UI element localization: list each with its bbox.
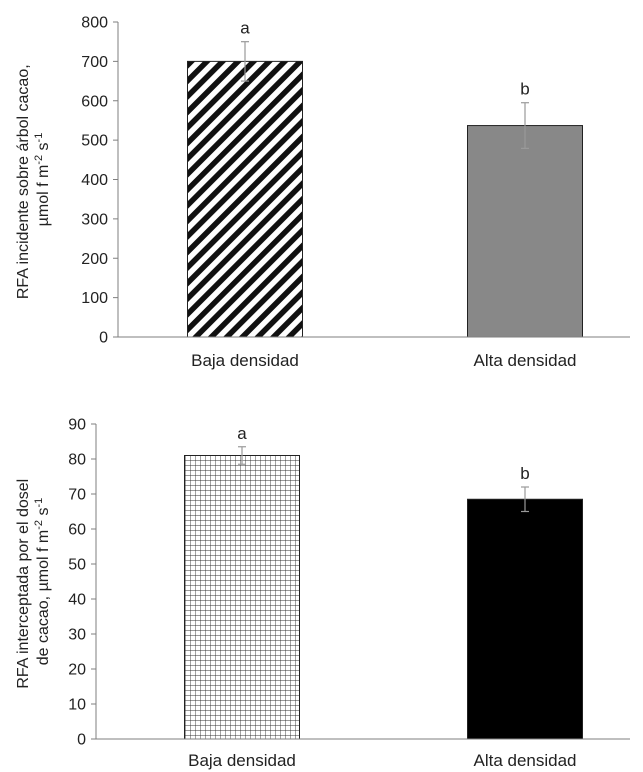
y-tick-label: 90 <box>68 417 86 434</box>
y-axis-label: RFA interceptada por el dosel de cacao, … <box>15 474 52 688</box>
y-tick-label: 10 <box>68 697 86 714</box>
y-tick-label: 0 <box>77 732 86 749</box>
bar-alta-densidad <box>467 125 583 338</box>
y-tick-label: 800 <box>81 15 108 32</box>
significance-letter: b <box>520 80 529 99</box>
y-axis-label-exponent-1: -2 <box>33 520 45 530</box>
y-tick-label: 0 <box>99 330 108 347</box>
y-axis-label-unit-2: s <box>35 508 52 520</box>
x-axis-categories: Baja densidad Alta densidad <box>188 751 576 770</box>
y-axis-label-line-1: RFA incidente sobre árbol cacao, <box>15 64 32 299</box>
y-axis-label-exponent-1: -2 <box>33 155 45 165</box>
bar-baja-densidad <box>187 60 303 338</box>
y-axis-label: RFA incidente sobre árbol cacao, µmol f … <box>15 60 52 299</box>
bar-baja-densidad <box>184 455 300 740</box>
y-axis-label-unit-2: s <box>35 142 52 154</box>
y-tick-label: 40 <box>68 592 86 609</box>
y-axis-label-line-2: µmol f m <box>35 165 52 227</box>
y-tick-label: 70 <box>68 487 86 504</box>
x-category-label: Alta densidad <box>473 751 576 770</box>
x-category-label: Alta densidad <box>473 351 576 370</box>
y-tick-label: 80 <box>68 452 86 469</box>
y-tick-label: 50 <box>68 557 86 574</box>
y-axis-label-exponent-2: -1 <box>33 498 45 508</box>
bar-alta-densidad <box>467 498 583 740</box>
significance-letter: a <box>237 424 247 443</box>
y-tick-label: 60 <box>68 522 86 539</box>
y-axis-ticks: 0 100 200 300 400 500 600 700 800 <box>81 15 118 347</box>
y-tick-label: 600 <box>81 93 108 110</box>
x-axis-categories: Baja densidad Alta densidad <box>191 351 576 370</box>
x-category-label: Baja densidad <box>191 351 299 370</box>
significance-letter: b <box>520 464 529 483</box>
bars: ab <box>184 424 583 740</box>
x-category-label: Baja densidad <box>188 751 296 770</box>
y-tick-label: 500 <box>81 133 108 150</box>
bars: ab <box>187 19 583 338</box>
y-tick-label: 200 <box>81 251 108 268</box>
y-tick-label: 300 <box>81 211 108 228</box>
y-tick-label: 100 <box>81 290 108 307</box>
y-axis-label-line-2: de cacao, µmol f m <box>35 530 52 666</box>
y-axis-ticks: 0 10 20 30 40 50 60 70 80 90 <box>68 417 96 749</box>
y-axis-label-line-1: RFA interceptada por el dosel <box>15 479 32 689</box>
significance-letter: a <box>240 19 250 38</box>
y-tick-label: 30 <box>68 627 86 644</box>
y-tick-label: 400 <box>81 172 108 189</box>
y-axis-label-exponent-2: -1 <box>33 133 45 143</box>
y-tick-label: 20 <box>68 662 86 679</box>
y-tick-label: 700 <box>81 54 108 71</box>
